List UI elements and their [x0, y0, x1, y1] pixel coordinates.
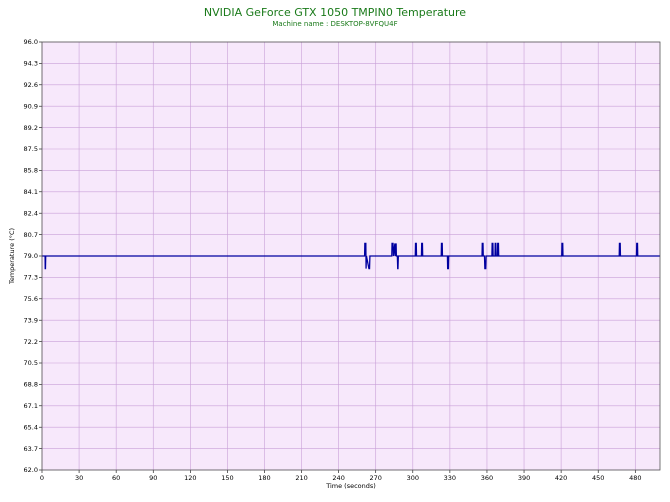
plot-border: [41, 41, 661, 471]
x-tick-label: 270: [370, 474, 382, 482]
x-tick-label: 420: [555, 474, 567, 482]
y-tick-label: 82.4: [24, 209, 38, 217]
y-tick-label: 68.8: [24, 381, 38, 389]
y-tick-label: 65.4: [24, 423, 38, 431]
x-tick-label: 180: [258, 474, 270, 482]
y-tick-label: 80.7: [24, 231, 38, 239]
x-tick-label: 150: [221, 474, 233, 482]
x-axis-ticks: 0 30 60 90 120 150 180 210 240 270 300 330 360 390 420…: [40, 470, 641, 482]
x-tick-label: 30: [75, 474, 83, 482]
y-tick-label: 63.7: [24, 445, 38, 453]
y-axis-label: Temperature (°C): [8, 228, 16, 285]
chart-title: NVIDIA GeForce GTX 1050 TMPIN0 Temperatu…: [203, 6, 467, 19]
y-tick-label: 62.0: [24, 466, 38, 474]
y-tick-label: 89.2: [24, 124, 38, 132]
y-tick-label: 87.5: [24, 145, 38, 153]
y-tick-label: 90.9: [24, 102, 38, 110]
y-tick-label: 92.6: [24, 81, 38, 89]
x-tick-label: 450: [592, 474, 604, 482]
x-tick-label: 60: [112, 474, 120, 482]
y-tick-label: 75.6: [24, 295, 38, 303]
x-tick-label: 210: [295, 474, 307, 482]
y-tick-label: 94.3: [24, 60, 38, 68]
y-axis-ticks: 96.0 94.3 92.6 90.9 89.2 87.5 85.8 84.1 82.4 80.7…: [24, 38, 42, 474]
y-tick-label: 85.8: [24, 167, 38, 175]
x-axis-label: Time (seconds): [325, 482, 376, 490]
x-tick-label: 240: [332, 474, 344, 482]
x-tick-label: 0: [40, 474, 44, 482]
x-tick-label: 480: [629, 474, 641, 482]
x-tick-label: 90: [149, 474, 157, 482]
x-tick-label: 300: [407, 474, 419, 482]
series-line-0: [42, 242, 660, 270]
y-tick-label: 72.2: [24, 338, 38, 346]
x-tick-label: 360: [481, 474, 493, 482]
y-tick-label: 67.1: [24, 402, 38, 410]
y-tick-label: 79.0: [24, 252, 38, 260]
y-tick-label: 77.3: [24, 274, 38, 282]
series-group: [42, 242, 660, 270]
y-tick-label: 96.0: [24, 38, 38, 46]
y-tick-label: 73.9: [24, 316, 38, 324]
chart-subtitle: Machine name : DESKTOP-8VFQU4F: [272, 20, 398, 28]
y-tick-label: 84.1: [24, 188, 38, 196]
x-tick-label: 330: [444, 474, 456, 482]
x-tick-label: 120: [184, 474, 196, 482]
y-tick-label: 70.5: [24, 359, 38, 367]
x-tick-label: 390: [518, 474, 530, 482]
